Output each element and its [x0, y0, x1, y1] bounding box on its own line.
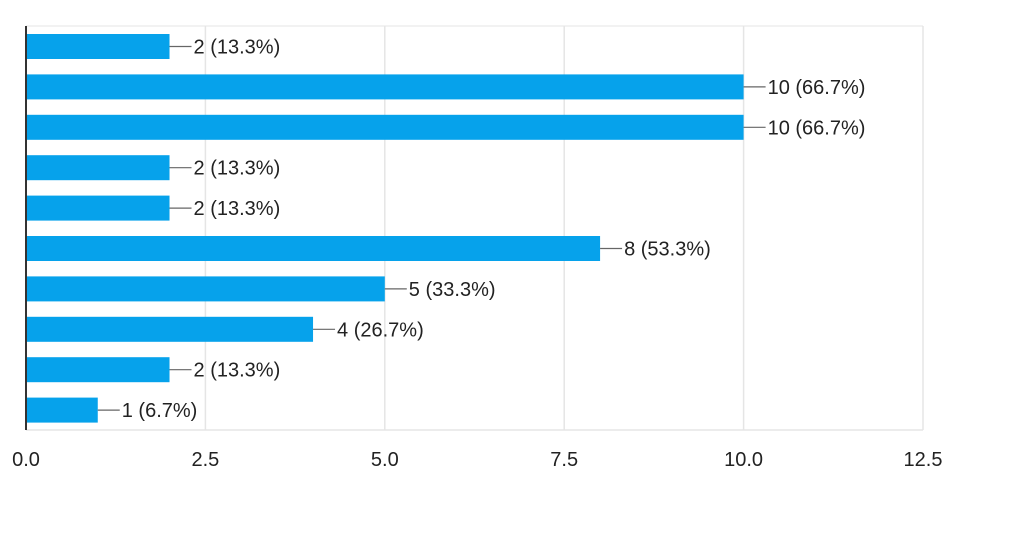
x-tick-label: 5.0 — [371, 449, 399, 471]
bar — [26, 357, 170, 383]
x-tick-label: 10.0 — [724, 449, 763, 471]
data-label: 2 (13.3%) — [194, 37, 281, 59]
data-label: 10 (66.7%) — [768, 117, 866, 139]
x-tick-label: 2.5 — [191, 449, 219, 471]
bar — [26, 276, 385, 302]
bar — [26, 34, 170, 59]
data-label: 5 (33.3%) — [409, 279, 496, 301]
data-label: 1 (6.7%) — [122, 400, 198, 422]
data-label: 8 (53.3%) — [624, 239, 711, 261]
bar — [26, 236, 601, 261]
data-labels: 2 (13.3%) 10 (66.7%) 10 (66.7%) 2 (13.3%) 2 … — [97, 37, 866, 422]
bar — [26, 316, 314, 342]
x-axis-ticks: 0.0 2.5 5.0 7.5 10.0 12.5 — [12, 449, 942, 471]
bar — [26, 195, 170, 221]
data-label: 2 (13.3%) — [194, 198, 281, 220]
data-label: 2 (13.3%) — [194, 360, 281, 382]
x-tick-label: 7.5 — [550, 449, 578, 471]
bar — [26, 114, 744, 140]
data-label: 2 (13.3%) — [194, 158, 281, 180]
bars — [26, 34, 744, 423]
x-tick-label: 0.0 — [12, 449, 40, 471]
data-label: 10 (66.7%) — [768, 77, 866, 99]
data-label: 4 (26.7%) — [337, 319, 424, 341]
x-tick-label: 12.5 — [904, 449, 943, 471]
bar — [26, 155, 170, 181]
bar — [26, 74, 744, 100]
bar — [26, 397, 98, 423]
